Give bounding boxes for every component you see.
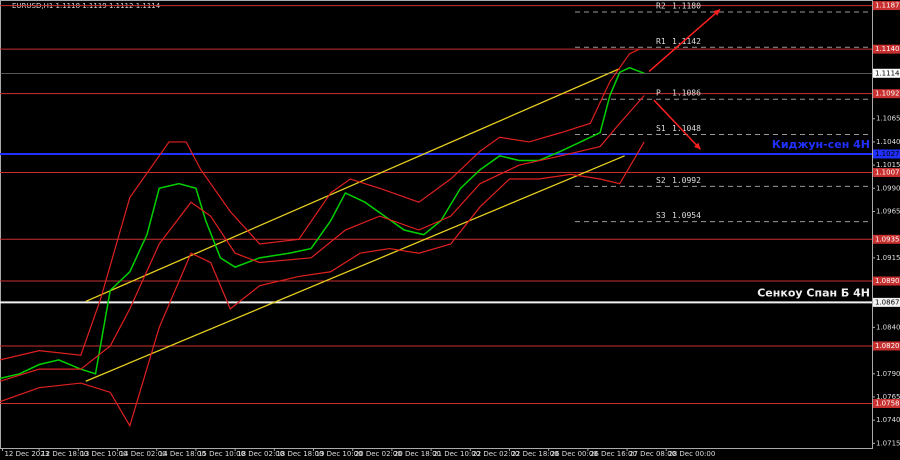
- level-label: 1.1187: [875, 2, 900, 10]
- y-tick-label: 1.1065: [876, 115, 900, 123]
- level-label: 1.0820: [875, 342, 900, 350]
- x-tick-label: 20 Dec 02:00: [355, 450, 402, 458]
- x-tick-label: 26 Dec 16:00: [590, 450, 637, 458]
- x-tick-label: 22 Dec 18:00: [511, 450, 558, 458]
- pivot-label: 1.0992: [672, 176, 701, 185]
- current-price-label: 1.1114: [875, 69, 900, 77]
- indicator-text: Киджун-сен 4H: [772, 138, 870, 151]
- channel-line: [85, 68, 620, 303]
- x-tick-label: 18 Dec 02:00: [237, 450, 284, 458]
- y-tick-label: 1.0840: [876, 323, 900, 331]
- level-label: 1.0758: [875, 399, 900, 407]
- level-label-box: [873, 44, 900, 54]
- level-label-box: [873, 341, 900, 351]
- y-tick-label: 1.1040: [876, 138, 900, 146]
- pivot-label: 1.0954: [672, 211, 701, 220]
- level-label: 1.0890: [875, 277, 900, 285]
- level-label: 1.0935: [875, 235, 900, 243]
- arrow-line: [653, 99, 702, 150]
- y-tick-label: 1.0790: [876, 370, 900, 378]
- x-tick-label: 13 Dec 10:00: [80, 450, 127, 458]
- x-tick-label: 27 Dec 08:00: [629, 450, 676, 458]
- x-tick-label: 15 Dec 10:00: [198, 450, 245, 458]
- pivot-label: 1.1142: [672, 37, 701, 46]
- x-tick-label: 22 Dec 02:00: [472, 450, 519, 458]
- level-label: 1.1092: [875, 90, 900, 98]
- pivot-name: S1: [656, 124, 666, 133]
- x-tick-label: 26 Dec 00:00: [551, 450, 598, 458]
- y-tick-label: 1.0715: [876, 439, 900, 447]
- y-tick-label: 1.0765: [876, 393, 900, 401]
- y-tick-label: 1.0915: [876, 254, 900, 262]
- y-tick-label: 1.1015: [876, 161, 900, 169]
- level-label-box: [873, 89, 900, 99]
- level-label-box: [873, 168, 900, 178]
- indicator-text: Сенкоу Спан Б 4H: [757, 286, 870, 299]
- x-tick-label: 14 Dec 18:00: [159, 450, 206, 458]
- current-price-box: [873, 68, 900, 78]
- x-tick-label: 12 Dec 2023: [4, 450, 49, 458]
- arrow-head: [713, 9, 721, 16]
- channel-line: [85, 155, 625, 382]
- x-tick-label: 18 Dec 18:00: [276, 450, 323, 458]
- pivot-label: 1.1048: [672, 124, 701, 133]
- plot-frame: [0, 0, 873, 449]
- pivot-name: R2: [656, 2, 666, 11]
- level-label: 1.1007: [875, 169, 900, 177]
- bollinger-band: [0, 95, 645, 382]
- x-tick-label: 12 Dec 18:00: [41, 450, 88, 458]
- indicator-label-box: [873, 149, 900, 159]
- bollinger-band: [0, 48, 640, 361]
- indicator-label: 1.1027: [875, 150, 900, 158]
- level-label-box: [873, 1, 900, 11]
- pivot-name: R1: [656, 37, 666, 46]
- level-label: 1.1140: [875, 45, 900, 53]
- x-tick-label: 20 Dec 18:00: [394, 450, 441, 458]
- pivot-name: S3: [656, 211, 666, 220]
- y-tick-label: 1.0740: [876, 416, 900, 424]
- x-tick-label: 28 Dec 00:00: [668, 450, 715, 458]
- x-tick-label: 19 Dec 10:00: [316, 450, 363, 458]
- level-label-box: [873, 234, 900, 244]
- price-line: [0, 66, 645, 380]
- y-tick-label: 1.0990: [876, 184, 900, 192]
- indicator-label-box: [873, 297, 900, 307]
- indicator-label: 1.0867: [875, 298, 900, 306]
- level-label-box: [873, 398, 900, 408]
- pivot-label: 1.1086: [672, 89, 701, 98]
- pivot-name: S2: [656, 176, 666, 185]
- x-tick-label: 21 Dec 10:00: [433, 450, 480, 458]
- arrow-line: [648, 8, 721, 72]
- y-tick-label: 1.0965: [876, 207, 900, 215]
- pivot-name: P: [656, 89, 661, 98]
- x-tick-label: 14 Dec 02:00: [120, 450, 167, 458]
- bollinger-band: [0, 141, 645, 428]
- level-label-box: [873, 276, 900, 286]
- arrow-head: [693, 142, 701, 150]
- pivot-label: 1.1180: [672, 2, 701, 11]
